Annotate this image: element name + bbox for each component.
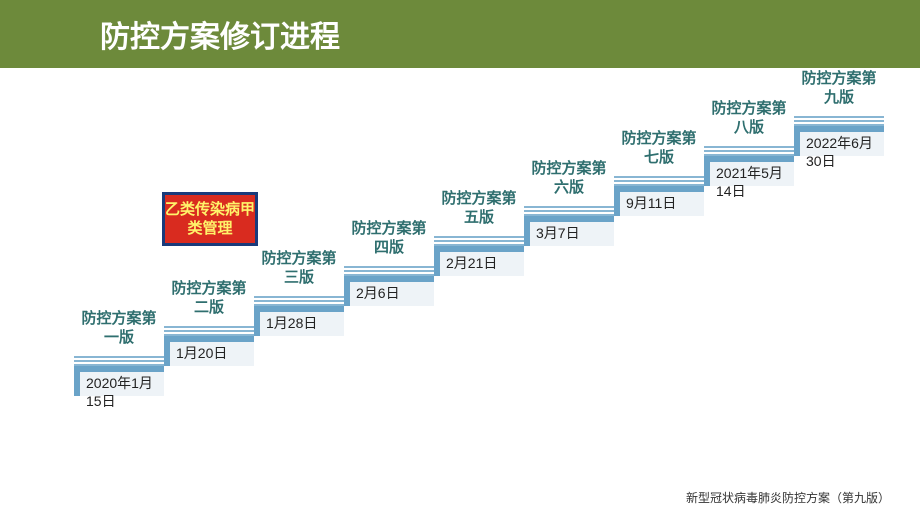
step-tread [704, 144, 794, 156]
version-label: 防控方案第六版 [529, 160, 609, 198]
step-tread [164, 324, 254, 336]
footer-text: 新型冠状病毒肺炎防控方案（第九版） [686, 489, 890, 506]
date-label: 1月28日 [266, 314, 338, 332]
date-label: 9月11日 [626, 194, 698, 212]
step-tread [614, 174, 704, 186]
badge-text: 乙类传染病甲类管理 [165, 200, 255, 239]
step-tread [74, 354, 164, 366]
step-tread [344, 264, 434, 276]
date-label: 2020年1月15日 [86, 374, 158, 410]
date-label: 1月20日 [176, 344, 248, 362]
step-tread [254, 294, 344, 306]
version-label: 防控方案第一版 [79, 310, 159, 348]
date-label: 3月7日 [536, 224, 608, 242]
date-label: 2021年5月14日 [716, 164, 788, 200]
red-badge: 乙类传染病甲类管理 [162, 192, 258, 246]
version-label: 防控方案第八版 [709, 100, 789, 138]
version-label: 防控方案第五版 [439, 190, 519, 228]
stairs-diagram: 防控方案第一版 2020年1月15日 防控方案第二版 1月20日 防控方案第三版 1月28… [0, 0, 920, 518]
date-label: 2022年6月30日 [806, 134, 878, 170]
date-label: 2月6日 [356, 284, 428, 302]
version-label: 防控方案第三版 [259, 250, 339, 288]
step-tread [434, 234, 524, 246]
version-label: 防控方案第九版 [799, 70, 879, 108]
step-tread [794, 114, 884, 126]
version-label: 防控方案第二版 [169, 280, 249, 318]
version-label: 防控方案第七版 [619, 130, 699, 168]
date-label: 2月21日 [446, 254, 518, 272]
step-tread [524, 204, 614, 216]
version-label: 防控方案第四版 [349, 220, 429, 258]
